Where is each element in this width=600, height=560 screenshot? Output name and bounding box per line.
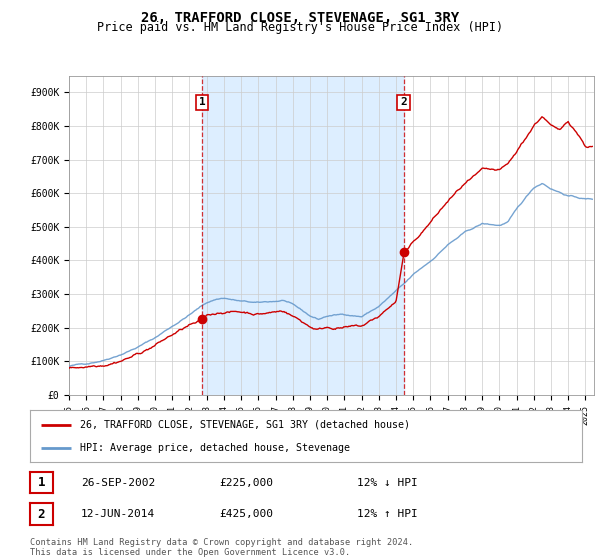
Text: 2: 2	[400, 97, 407, 108]
Text: £225,000: £225,000	[219, 478, 273, 488]
Text: 12% ↓ HPI: 12% ↓ HPI	[357, 478, 418, 488]
Text: 1: 1	[38, 476, 45, 489]
Text: 1: 1	[199, 97, 205, 108]
Text: 26, TRAFFORD CLOSE, STEVENAGE, SG1 3RY: 26, TRAFFORD CLOSE, STEVENAGE, SG1 3RY	[141, 11, 459, 25]
Text: £425,000: £425,000	[219, 509, 273, 519]
Text: Price paid vs. HM Land Registry's House Price Index (HPI): Price paid vs. HM Land Registry's House …	[97, 21, 503, 34]
Text: 12% ↑ HPI: 12% ↑ HPI	[357, 509, 418, 519]
Bar	[202, 76, 404, 395]
Text: 12-JUN-2014: 12-JUN-2014	[81, 509, 155, 519]
Text: HPI: Average price, detached house, Stevenage: HPI: Average price, detached house, Stev…	[80, 443, 350, 453]
Text: 26, TRAFFORD CLOSE, STEVENAGE, SG1 3RY (detached house): 26, TRAFFORD CLOSE, STEVENAGE, SG1 3RY (…	[80, 420, 410, 430]
Text: 2: 2	[38, 507, 45, 521]
Text: 26-SEP-2002: 26-SEP-2002	[81, 478, 155, 488]
Text: Contains HM Land Registry data © Crown copyright and database right 2024.
This d: Contains HM Land Registry data © Crown c…	[30, 538, 413, 557]
